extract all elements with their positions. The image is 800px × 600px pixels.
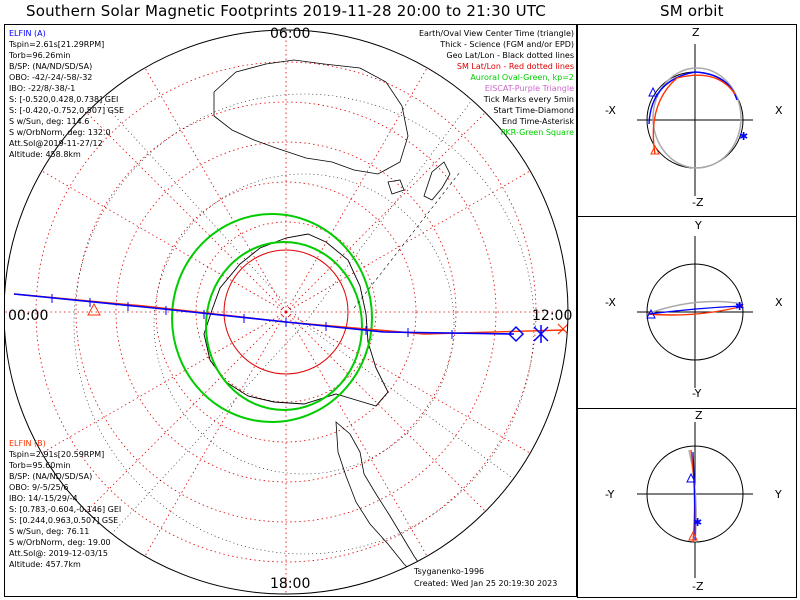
elfin-b-info: ELFIN (B) Tspin=2.91s[20.59RPM] Torb=95.… bbox=[9, 438, 121, 570]
australia-coast bbox=[213, 59, 409, 175]
elfin-b-line: S w/OrbNorm, deg: 19.00 bbox=[9, 538, 111, 547]
elfin-b-line: B/SP: (NA/ND/SD/SA) bbox=[9, 472, 93, 481]
elfin-a-line: B/SP: (NA/ND/SD/SA) bbox=[9, 62, 93, 71]
legend-entry: Auroral Oval-Green, kp=2 bbox=[470, 73, 574, 82]
panel1-label-top: Z bbox=[692, 26, 700, 39]
orbit-panel-yz bbox=[577, 408, 797, 598]
svg-text:✱: ✱ bbox=[735, 300, 744, 313]
view-triangle-b bbox=[87, 302, 101, 316]
legend-entry: Tick Marks every 5min bbox=[483, 95, 574, 104]
footprint-map bbox=[4, 29, 569, 595]
legend-entry: PKR-Green Square bbox=[500, 128, 574, 137]
elfin-a-line: S: [-0.520,0.428,0.738] GEI bbox=[9, 95, 119, 104]
hour-label-bottom: 18:00 bbox=[270, 576, 311, 592]
orbit-title: SM orbit bbox=[660, 2, 724, 20]
svg-text:✱: ✱ bbox=[739, 130, 748, 143]
panel3-label-bottom: -Z bbox=[692, 580, 704, 593]
panel3-label-top: Z bbox=[695, 409, 703, 422]
elfin-b-line: S: [0.783,-0.604,-0.146] GEI bbox=[9, 505, 122, 514]
legend-entry: EISCAT-Purple Triangle bbox=[484, 84, 574, 93]
panel3-label-left: -Y bbox=[605, 488, 615, 501]
panel1-label-left: -X bbox=[605, 104, 616, 117]
elfin-a-line: Altitude: 458.8km bbox=[9, 150, 81, 159]
start-diamond-a bbox=[507, 325, 525, 343]
elfin-b-line: Att.Sol@: 2019-12-03/15 bbox=[9, 549, 108, 558]
view-direction-line bbox=[353, 171, 461, 309]
legend-entry: Geo Lat/Lon - Black dotted lines bbox=[446, 51, 574, 60]
hour-label-left: 00:00 bbox=[8, 308, 49, 324]
elfin-b-line: Tspin=2.91s[20.59RPM] bbox=[9, 450, 105, 459]
elfin-a-line: S w/Sun, deg: 114.6 bbox=[9, 117, 90, 126]
elfin-a-ticks bbox=[51, 294, 453, 339]
elfin-b-line: IBO: 14/-15/29/-4 bbox=[9, 494, 78, 503]
legend-entry: SM Lat/Lon - Red dotted lines bbox=[456, 62, 574, 71]
legend-entry: End Time-Asterisk bbox=[501, 117, 574, 126]
geo-grid bbox=[73, 83, 535, 565]
elfin-b-line: Torb=95.60min bbox=[9, 461, 71, 470]
panel2-label-left: -X bbox=[605, 296, 616, 309]
hour-label-top: 06:00 bbox=[270, 26, 311, 42]
orbit-plot-yz: ✱ bbox=[637, 422, 753, 578]
auroral-oval bbox=[171, 213, 373, 423]
new-zealand-coast bbox=[423, 161, 451, 201]
panel1-label-right: X bbox=[775, 104, 783, 117]
svg-text:✱: ✱ bbox=[693, 516, 702, 529]
antarctica-coast bbox=[203, 233, 389, 407]
elfin-a-line: OBO: -42/-24/-58/-32 bbox=[9, 73, 93, 82]
elfin-a-line: Att.Sol@2019-11-27/12 bbox=[9, 139, 103, 148]
created-timestamp: Created: Wed Jan 25 20:19:30 2023 bbox=[414, 579, 558, 588]
panel2-label-right: X bbox=[775, 296, 783, 309]
elfin-a-line: S w/OrbNorm, deg: 132.0 bbox=[9, 128, 111, 137]
elfin-b-name: ELFIN (B) bbox=[9, 439, 46, 448]
elfin-a-line: S: [-0.420,-0.752,0.507] GSE bbox=[9, 106, 124, 115]
legend-entry: Start Time-Diamond bbox=[493, 106, 574, 115]
legend-entry: Thick - Science (FGM and/or EPD) bbox=[440, 40, 574, 49]
panel1-label-bottom: -Z bbox=[692, 196, 704, 209]
south-america-coast bbox=[335, 421, 427, 581]
end-asterisk-a bbox=[533, 325, 549, 343]
elfin-a-line: Torb=96.26min bbox=[9, 51, 71, 60]
elfin-b-line: Altitude: 457.7km bbox=[9, 560, 81, 569]
map-title: Southern Solar Magnetic Footprints 2019-… bbox=[26, 2, 546, 20]
legend: Earth/Oval View Center Time (triangle) T… bbox=[419, 28, 574, 138]
elfin-a-name: ELFIN (A) bbox=[9, 29, 46, 38]
elfin-b-track bbox=[13, 293, 565, 335]
model-credit: Tsyganenko-1996 bbox=[414, 567, 485, 576]
legend-entry: Earth/Oval View Center Time (triangle) bbox=[418, 29, 574, 38]
elfin-a-line: Tspin=2.61s[21.29RPM] bbox=[9, 40, 105, 49]
panel3-label-right: Y bbox=[775, 488, 782, 501]
elfin-b-line: S: [0.244,0.963,0.507] GSE bbox=[9, 516, 119, 525]
panel2-label-bottom: -Y bbox=[692, 387, 702, 400]
elfin-b-line: OBO: 9/-5/25/6 bbox=[9, 483, 69, 492]
elfin-b-line: S w/Sun, deg: 76.11 bbox=[9, 527, 90, 536]
orbit-plot-xy: ✱ bbox=[637, 236, 753, 388]
elfin-a-info: ELFIN (A) Tspin=2.61s[21.29RPM] Torb=96.… bbox=[9, 28, 124, 160]
tasmania-coast bbox=[387, 179, 405, 195]
hour-label-right: 12:00 bbox=[532, 308, 573, 324]
elfin-a-line: IBO: -22/8/-38/-1 bbox=[9, 84, 76, 93]
map-boundary bbox=[4, 29, 569, 595]
panel2-label-top: Y bbox=[695, 219, 702, 232]
end-asterisk-b bbox=[557, 323, 568, 335]
sm-pole-circle bbox=[223, 249, 349, 375]
orbit-plot-xz: ✱ bbox=[637, 44, 753, 196]
